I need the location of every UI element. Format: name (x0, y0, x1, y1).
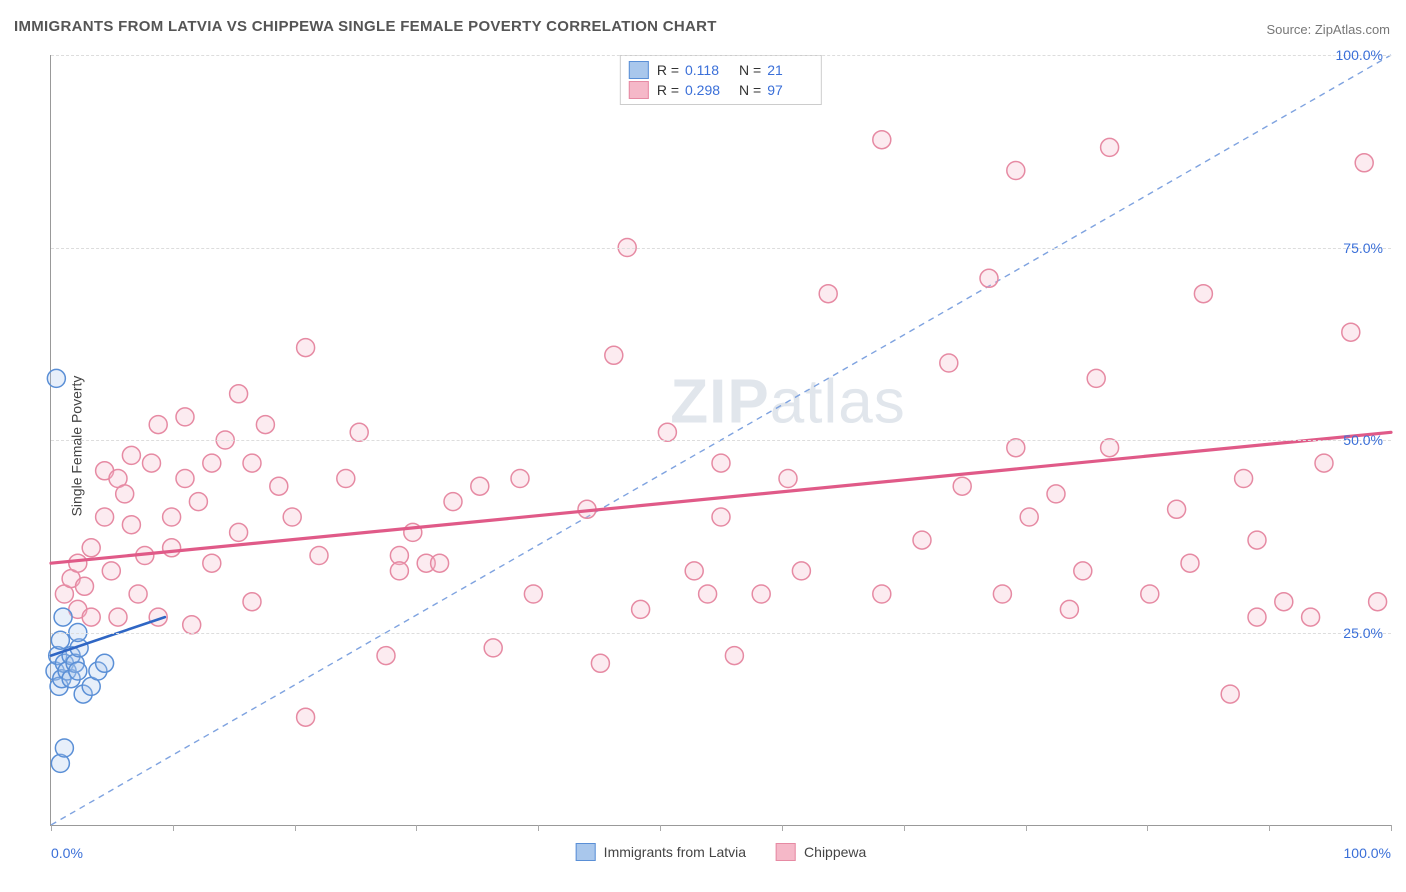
x-tick-mark (904, 825, 905, 831)
chart-title: IMMIGRANTS FROM LATVIA VS CHIPPEWA SINGL… (14, 18, 717, 35)
source-label: Source: ZipAtlas.com (1266, 22, 1390, 37)
x-tick-mark (1026, 825, 1027, 831)
n-label: N = (739, 80, 761, 100)
r-label: R = (657, 80, 679, 100)
x-tick-mark (51, 825, 52, 831)
x-tick-0: 0.0% (51, 845, 83, 861)
legend-row-chippewa: R = 0.298 N = 97 (629, 80, 813, 100)
r-value-latvia: 0.118 (685, 60, 731, 80)
x-tick-mark (660, 825, 661, 831)
legend-row-latvia: R = 0.118 N = 21 (629, 60, 813, 80)
n-label: N = (739, 60, 761, 80)
gridline-h (51, 440, 1391, 441)
x-tick-mark (173, 825, 174, 831)
swatch-chippewa-icon (776, 843, 796, 861)
x-tick-mark (1269, 825, 1270, 831)
x-tick-mark (295, 825, 296, 831)
swatch-latvia-icon (576, 843, 596, 861)
y-tick-label: 100.0% (1336, 47, 1383, 63)
legend-item-latvia: Immigrants from Latvia (576, 843, 746, 861)
gridline-h (51, 55, 1391, 56)
r-value-chippewa: 0.298 (685, 80, 731, 100)
x-tick-100: 100.0% (1344, 845, 1391, 861)
legend-label-latvia: Immigrants from Latvia (604, 844, 746, 860)
n-value-chippewa: 97 (767, 80, 813, 100)
legend-item-chippewa: Chippewa (776, 843, 866, 861)
swatch-chippewa (629, 81, 649, 99)
series-legend: Immigrants from Latvia Chippewa (576, 843, 867, 861)
x-tick-mark (538, 825, 539, 831)
plot-area: ZIPatlas R = 0.118 N = 21 R = 0.298 N = … (50, 55, 1391, 826)
correlation-legend: R = 0.118 N = 21 R = 0.298 N = 97 (620, 55, 822, 105)
n-value-latvia: 21 (767, 60, 813, 80)
chart-container: IMMIGRANTS FROM LATVIA VS CHIPPEWA SINGL… (0, 0, 1406, 892)
x-tick-mark (1147, 825, 1148, 831)
x-tick-mark (782, 825, 783, 831)
x-tick-mark (416, 825, 417, 831)
y-tick-label: 75.0% (1343, 240, 1383, 256)
gridline-h (51, 248, 1391, 249)
legend-label-chippewa: Chippewa (804, 844, 866, 860)
x-tick-mark (1391, 825, 1392, 831)
y-tick-label: 50.0% (1343, 432, 1383, 448)
swatch-latvia (629, 61, 649, 79)
r-label: R = (657, 60, 679, 80)
gridline-h (51, 633, 1391, 634)
y-tick-label: 25.0% (1343, 625, 1383, 641)
